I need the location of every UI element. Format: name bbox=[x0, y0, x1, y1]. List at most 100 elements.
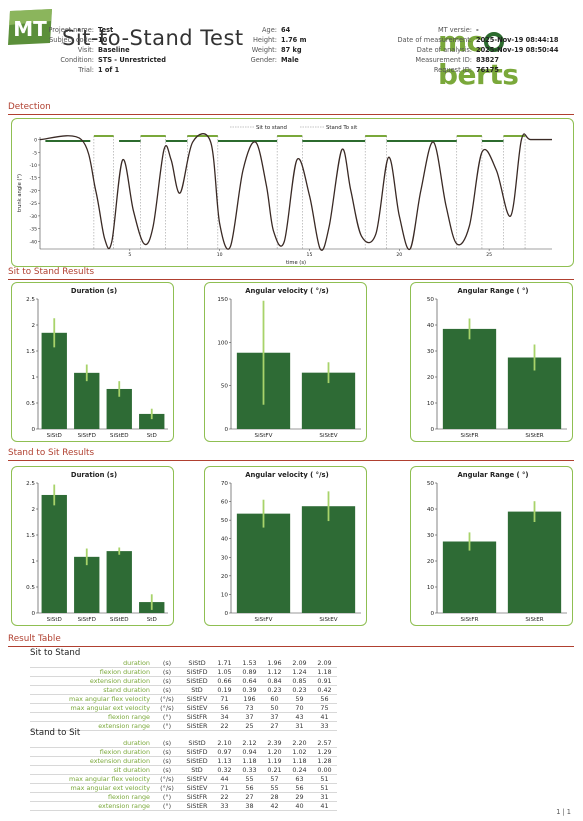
table-cell: 2.57 bbox=[312, 739, 337, 748]
table-row: extension duration (s) SiStED 0.66 0.64 0.84 0… bbox=[30, 676, 337, 686]
table-cell: 37 bbox=[237, 712, 262, 722]
row-code: SiStFV bbox=[182, 694, 212, 704]
row-label: flexion duration bbox=[30, 667, 152, 677]
y-tick-label: -30 bbox=[29, 214, 37, 220]
table-cell: 0.84 bbox=[262, 676, 287, 686]
brand-circle-icon bbox=[483, 32, 504, 52]
chart-title: Duration (s) bbox=[71, 287, 117, 295]
row-unit: (°) bbox=[152, 712, 182, 722]
table-cell: 33 bbox=[212, 801, 237, 811]
table-cell: 1.53 bbox=[237, 659, 262, 668]
y-tick-label: 0.5 bbox=[26, 585, 35, 591]
y-tick-label: 0 bbox=[34, 138, 37, 144]
table-row: flexion range (°) SiStFR 34 37 37 43 41 bbox=[30, 712, 337, 722]
meta-value: - bbox=[476, 26, 479, 34]
table-row: flexion range (°) SiStFR 22 27 28 29 31 bbox=[30, 792, 337, 802]
chart-title: Angular velocity ( °/s) bbox=[245, 287, 328, 295]
row-code: SiStED bbox=[182, 756, 212, 766]
row-code: SiStFR bbox=[182, 712, 212, 722]
section-stand-to-sit: Stand to Sit Results bbox=[8, 448, 574, 461]
sts-velocity-panel: Angular velocity ( °/s) 0 50 100 150 SiStFV Si… bbox=[204, 282, 367, 442]
y-tick-label: 70 bbox=[221, 481, 229, 487]
table-cell: 25 bbox=[237, 721, 262, 731]
table-cell: 41 bbox=[312, 801, 337, 811]
table-cell: 57 bbox=[262, 774, 287, 784]
table-cell: 37 bbox=[262, 712, 287, 722]
legend-label: Sit to stand bbox=[256, 125, 287, 131]
row-code: SiStER bbox=[182, 801, 212, 811]
table-row: flexion duration (s) SiStFD 0.97 0.94 1.20 1.0… bbox=[30, 747, 337, 757]
y-tick-label: 1 bbox=[31, 559, 35, 565]
mt-logo: MT bbox=[8, 9, 52, 45]
y-tick-label: 0 bbox=[430, 427, 434, 433]
table-cell: 22 bbox=[212, 721, 237, 731]
row-unit: (°) bbox=[152, 792, 182, 802]
row-label: max angular ext velocity bbox=[30, 703, 152, 713]
st-velocity-chart: Angular velocity ( °/s) 0 10 20 30 40 50 60 70 Si… bbox=[221, 471, 361, 623]
meta-row: Height: 1.76 m bbox=[214, 36, 306, 46]
st-velocity-panel: Angular velocity ( °/s) 0 10 20 30 40 50 60 70 Si… bbox=[204, 466, 367, 626]
table-cell: 1.19 bbox=[262, 756, 287, 766]
y-tick-label: 40 bbox=[221, 537, 229, 543]
table-cell: 0.85 bbox=[287, 676, 312, 686]
table-cell: 2.09 bbox=[287, 659, 312, 668]
meta-value: 1.76 m bbox=[281, 35, 307, 44]
meta-row: Gender: Male bbox=[214, 56, 306, 66]
row-unit: (s) bbox=[152, 667, 182, 677]
table-cell: 34 bbox=[212, 712, 237, 722]
meta-value: Test bbox=[98, 26, 114, 34]
table-cell: 70 bbox=[287, 703, 312, 713]
row-label: extension range bbox=[30, 721, 152, 731]
x-tick-label: SiStFR bbox=[461, 617, 479, 623]
table-cell: 1.96 bbox=[262, 659, 287, 668]
meta-row: Date of analysis: 2025-Nov-19 08:50:44 bbox=[396, 46, 559, 56]
table-row: extension range (°) SiStER 22 25 27 31 33 bbox=[30, 721, 337, 731]
table-cell: 56 bbox=[312, 694, 337, 704]
table-cell: 71 bbox=[212, 783, 237, 793]
table-cell: 59 bbox=[287, 694, 312, 704]
result-table: duration (s) SiStD 1.71 1.53 1.96 2.09 2.09 flex… bbox=[30, 659, 337, 731]
meta-subject: Age: 64 Height: 1.76 m Weight: 87 kg Gender: Ma… bbox=[214, 26, 307, 66]
row-unit: (s) bbox=[152, 739, 182, 748]
chart-title: Angular Range ( °) bbox=[458, 287, 529, 295]
meta-row: Weight: 87 kg bbox=[214, 46, 306, 56]
x-tick-label: 25 bbox=[486, 252, 492, 258]
row-label: max angular flex velocity bbox=[30, 774, 152, 784]
table-row: extension duration (s) SiStED 1.13 1.18 1.19 1… bbox=[30, 756, 337, 766]
x-tick-label: SiStFR bbox=[461, 433, 479, 439]
y-tick-label: 0 bbox=[31, 427, 35, 433]
table-cell: 2.39 bbox=[262, 739, 287, 748]
table-cell: 1.05 bbox=[212, 667, 237, 677]
table-cell: 0.91 bbox=[312, 676, 337, 686]
meta-project: Project name: Test Subject code: 10 Visit: Ba… bbox=[20, 26, 166, 76]
sts-duration-panel: Duration (s) 0 0.5 1 1.5 2 2.5 SiStD SiStFD SiStE… bbox=[11, 282, 174, 442]
meta-value: 64 bbox=[281, 26, 291, 34]
detection-chart: 0 -5 -10 -15 -20 -25 -30 -35 -40 5 10 15 20 25 time (s… bbox=[17, 125, 552, 266]
section-result-table: Result Table bbox=[8, 634, 574, 647]
y-tick-label: -10 bbox=[29, 163, 37, 169]
table-cell: 50 bbox=[262, 703, 287, 713]
table-cell: 31 bbox=[287, 721, 312, 731]
section-detection: Detection bbox=[8, 102, 574, 115]
bar bbox=[106, 551, 132, 613]
x-tick-label: StD bbox=[147, 617, 157, 623]
y-tick-label: 30 bbox=[427, 349, 435, 355]
table-cell: 41 bbox=[312, 712, 337, 722]
row-code: StD bbox=[182, 685, 212, 695]
table-row: max angular flex velocity (°/s) SiStFV 44 55… bbox=[30, 774, 337, 784]
row-code: SiStD bbox=[182, 659, 212, 668]
logo-text: MT bbox=[13, 17, 47, 41]
page-number: 1 | 1 bbox=[556, 808, 571, 816]
y-tick-label: 150 bbox=[217, 297, 228, 303]
y-tick-label: 50 bbox=[427, 297, 435, 303]
chart-title: Angular velocity ( °/s) bbox=[245, 471, 328, 479]
result-table-sit-to-stand: Sit to Stand duration (s) SiStD 1.71 1.53 1.96… bbox=[30, 648, 337, 731]
table-cell: 29 bbox=[287, 792, 312, 802]
meta-label: Visit: bbox=[77, 45, 94, 54]
table-row: sit duration (s) StD 0.32 0.33 0.21 0.24 0.00 bbox=[30, 765, 337, 775]
meta-label: Trial: bbox=[78, 65, 94, 74]
y-tick-label: 2.5 bbox=[26, 297, 35, 303]
table-cell: 2.20 bbox=[287, 739, 312, 748]
meta-row: Age: 64 bbox=[214, 26, 306, 36]
table-cell: 0.89 bbox=[237, 667, 262, 677]
